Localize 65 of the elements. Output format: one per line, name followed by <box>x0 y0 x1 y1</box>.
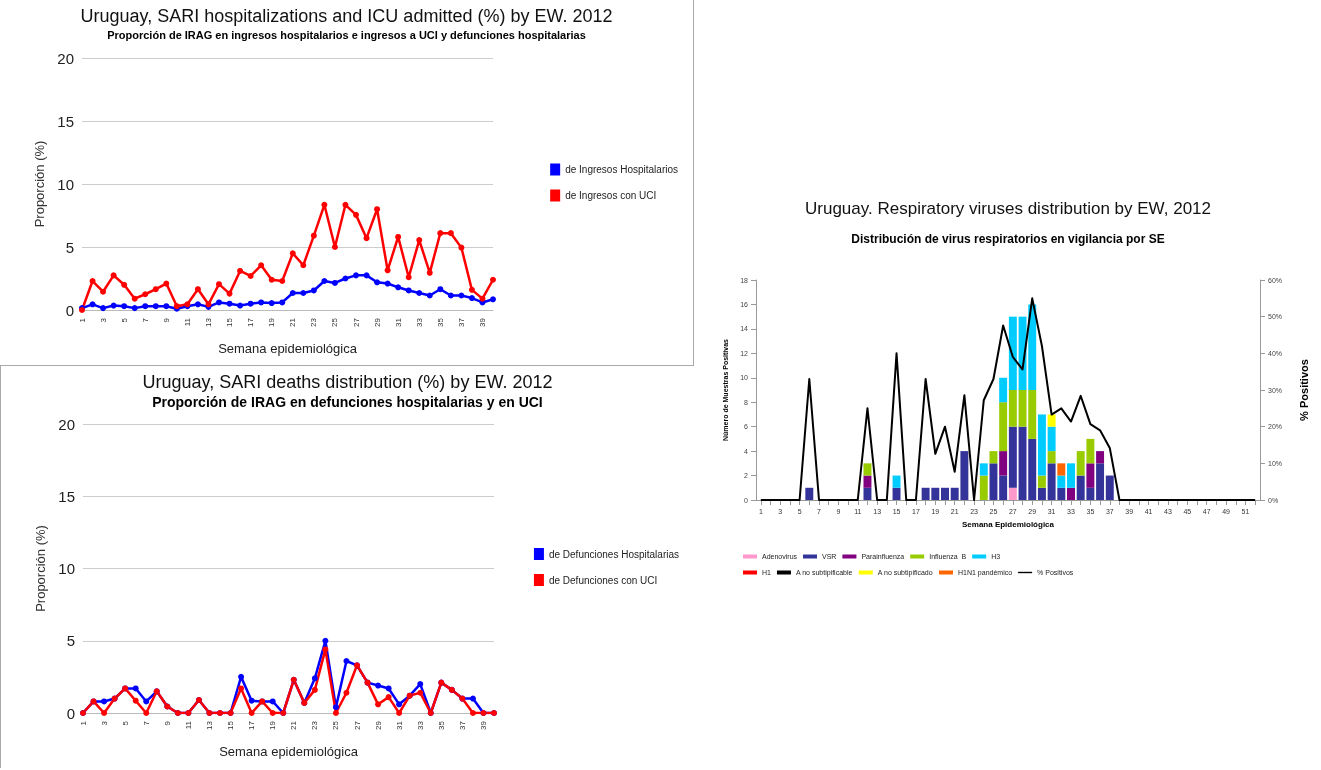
x-tick-label: 37 <box>456 317 466 327</box>
y-tick-label: 0 <box>65 301 74 319</box>
chart-subtitle: Proporción de IRAG en defunciones hospitalarias y en UCI <box>152 394 543 410</box>
y-tick-label: 20 <box>58 415 75 433</box>
x-tick-label: 39 <box>477 317 487 327</box>
x-tick-label: 21 <box>289 720 299 730</box>
chart-title: Uruguay. Respiratory viruses distribution by EW, 2012 <box>805 199 1211 218</box>
y-tick-label: 5 <box>65 238 74 256</box>
legend-label: de Defunciones con UCI <box>548 574 658 586</box>
y-tick-label: 5 <box>66 632 75 650</box>
x-axis-title: Semana epidemiológica <box>219 744 359 759</box>
chart-title: Uruguay, SARI deaths distribution (%) by EW. 2012 <box>142 372 553 392</box>
legend-label: de Ingresos Hospitalarios <box>565 164 679 175</box>
y-axis-title: Proporción (%) <box>33 525 49 612</box>
x-axis-title: Semana epidemiológica <box>218 341 358 356</box>
x-tick-label: 7 <box>140 317 150 323</box>
x-tick-label: 29 <box>372 317 382 327</box>
y-tick-label: 20 <box>57 49 74 67</box>
x-tick-label: 35 <box>435 317 445 327</box>
x-tick-label: 1 <box>77 317 87 323</box>
x-tick-label: 39 <box>478 720 488 730</box>
x-tick-label: 37 <box>457 720 467 730</box>
y-tick-label: 15 <box>57 112 74 130</box>
x-tick-label: 31 <box>393 317 403 327</box>
x-tick-label: 13 <box>203 317 213 327</box>
x-tick-label: 17 <box>246 317 256 327</box>
x-tick-label: 19 <box>267 317 277 327</box>
x-tick-label: 3 <box>98 317 108 323</box>
x-tick-label: 1 <box>78 720 88 726</box>
x-tick-label: 7 <box>141 720 151 726</box>
y-tick-label: 0 <box>66 704 75 722</box>
x-tick-label: 13 <box>204 720 214 730</box>
y-axis-title: Proporción (%) <box>32 140 48 228</box>
x-tick-label: 29 <box>373 720 383 730</box>
x-tick-label: 5 <box>119 317 129 323</box>
x-tick-label: 35 <box>436 720 446 730</box>
x-tick-label: 3 <box>99 720 109 726</box>
x-tick-label: 11 <box>183 720 193 730</box>
y-tick-label: 10 <box>57 175 74 193</box>
legend-label: de Defunciones Hospitalarias <box>548 548 679 560</box>
x-tick-label: 31 <box>394 720 404 730</box>
x-tick-label: 17 <box>247 720 257 730</box>
x-tick-label: 19 <box>268 720 278 730</box>
x-tick-label: 11 <box>182 317 192 327</box>
x-tick-label: 21 <box>288 317 298 327</box>
x-tick-label: 27 <box>352 720 362 730</box>
x-tick-label: 9 <box>162 720 172 726</box>
x-tick-label: 33 <box>414 317 424 327</box>
x-tick-label: 27 <box>351 317 361 327</box>
x-axis-title: Semana Epidemiológica <box>961 519 1055 529</box>
y-tick-label: 10 <box>58 560 75 577</box>
x-tick-label: 15 <box>225 317 235 327</box>
y2-axis-title: % Positivos <box>1297 359 1310 421</box>
x-tick-label: 25 <box>330 317 340 327</box>
chart-title: Uruguay, SARI hospitalizations and ICU admitted (%) by EW. 2012 <box>80 6 613 26</box>
x-tick-label: 23 <box>309 317 319 327</box>
x-tick-label: 5 <box>120 720 130 726</box>
x-tick-label: 25 <box>331 720 341 730</box>
x-tick-label: 33 <box>415 720 425 730</box>
x-tick-label: 9 <box>161 317 171 323</box>
x-tick-label: 23 <box>310 720 320 730</box>
chart-subtitle: Distribución de virus respiratorios en vigilancia por SE <box>851 232 1165 246</box>
legend-label: de Ingresos con UCI <box>565 190 657 201</box>
x-tick-label: 15 <box>226 720 236 730</box>
chart-subtitle: Proporción de IRAG en ingresos hospitalarios e ingresos a UCI y defunciones hospitalarias <box>107 28 586 41</box>
